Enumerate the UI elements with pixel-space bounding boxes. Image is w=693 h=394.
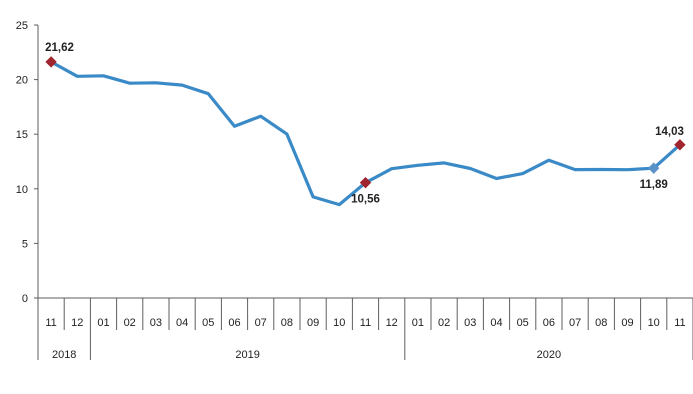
data-point-marker: [359, 176, 372, 189]
y-tick-label: 20: [16, 75, 28, 87]
x-tick-label: 05: [202, 317, 214, 329]
y-tick-label: 10: [16, 184, 28, 196]
data-point-marker: [45, 56, 57, 68]
data-point-marker: [674, 139, 686, 151]
data-point-marker: [647, 162, 660, 174]
data-label: 11,89: [640, 179, 668, 191]
x-tick-label: 08: [281, 317, 293, 329]
x-tick-label: 03: [150, 317, 162, 329]
x-tick-label: 02: [438, 317, 450, 329]
x-tick-label: 07: [255, 317, 267, 329]
x-tick-label: 10: [648, 317, 660, 329]
x-tick-label: 07: [569, 317, 581, 329]
x-tick-label: 06: [228, 317, 240, 329]
x-tick-label: 03: [464, 317, 476, 329]
x-tick-label: 11: [360, 317, 371, 329]
x-tick-label: 12: [386, 317, 398, 329]
x-tick-label: 11: [674, 317, 685, 329]
x-tick-label: 06: [543, 317, 555, 329]
data-label: 14,03: [655, 126, 684, 138]
x-tick-label: 11: [45, 317, 56, 329]
x-tick-label: 09: [621, 317, 633, 329]
x-tick-label: 10: [333, 317, 345, 329]
y-tick-label: 0: [22, 293, 28, 305]
x-tick-label: 04: [176, 317, 188, 329]
y-tick-label: 5: [22, 238, 28, 250]
x-tick-label: 04: [490, 317, 502, 329]
x-tick-label: 05: [517, 317, 529, 329]
x-tick-label: 01: [412, 317, 424, 329]
x-tick-label: 12: [71, 317, 83, 329]
year-label: 2018: [52, 349, 76, 361]
x-tick-label: 08: [595, 317, 607, 329]
data-label: 10,56: [351, 194, 380, 206]
y-tick-label: 25: [16, 20, 28, 32]
y-tick-label: 15: [16, 129, 28, 141]
x-tick-label: 02: [124, 317, 136, 329]
year-label: 2019: [235, 349, 259, 361]
data-label: 21,62: [45, 42, 74, 54]
year-label: 2020: [537, 349, 561, 361]
x-tick-label: 09: [307, 317, 319, 329]
x-tick-label: 01: [97, 317, 109, 329]
